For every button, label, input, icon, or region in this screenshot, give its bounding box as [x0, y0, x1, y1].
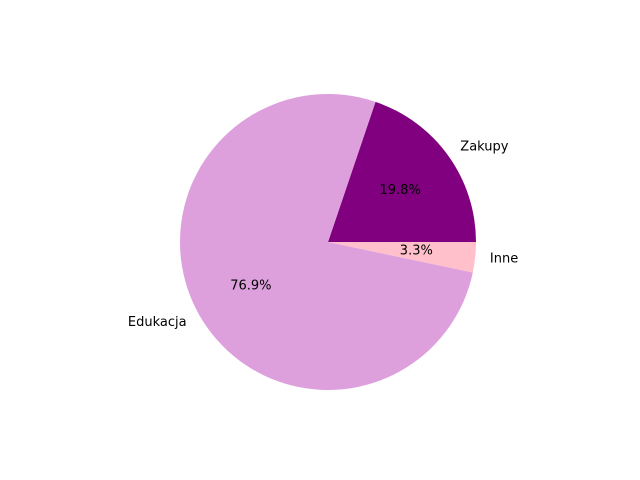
pie-slice-zakupy	[328, 101, 476, 242]
slice-label-edukacja: Edukacja	[128, 315, 187, 330]
pie-labels: Zakupy 19.8% Edukacja 76.9% Inne 3.3%	[128, 140, 518, 331]
slice-percent-edukacja: 76.9%	[230, 278, 271, 293]
slice-label-inne: Inne	[490, 251, 518, 266]
pie-slices	[180, 94, 476, 391]
pie-slice-edukacja	[180, 94, 473, 391]
slice-percent-inne: 3.3%	[400, 244, 433, 259]
slice-label-zakupy: Zakupy	[460, 140, 508, 155]
pie-slice-inne	[328, 242, 476, 273]
slice-percent-zakupy: 19.8%	[380, 183, 421, 198]
